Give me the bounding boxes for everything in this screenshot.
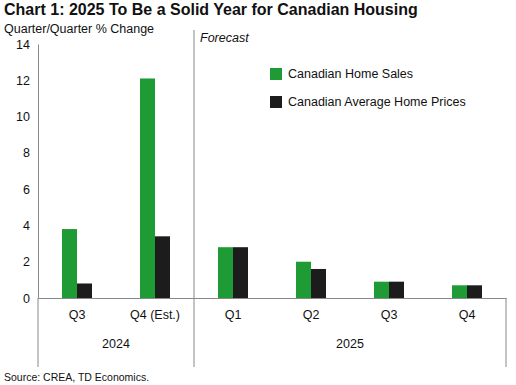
y-tick-label: 0 — [23, 292, 30, 306]
x-tick-label: Q4 (Est.) — [130, 308, 180, 322]
legend-item: Canadian Average Home Prices — [270, 95, 466, 109]
bar — [374, 282, 389, 298]
group-separator — [38, 298, 39, 367]
bar — [218, 247, 233, 298]
bar — [311, 269, 326, 298]
bar — [389, 282, 404, 298]
y-tick-label: 14 — [16, 38, 30, 52]
x-tick-label: Q4 — [459, 308, 476, 322]
y-tick-label: 10 — [16, 110, 30, 124]
bar — [467, 285, 482, 298]
legend-label: Canadian Home Sales — [288, 67, 413, 81]
group-separator — [506, 298, 507, 367]
x-tick-label: Q2 — [303, 308, 320, 322]
group-label: 2024 — [102, 337, 130, 351]
y-tick: 12 — [16, 74, 38, 88]
y-tick: 6 — [23, 183, 38, 197]
x-tick: Q4 — [459, 298, 476, 322]
bar — [452, 285, 467, 298]
y-tick: 14 — [16, 38, 38, 52]
y-tick: 4 — [23, 219, 38, 233]
bar — [77, 283, 92, 298]
x-axis: Q3 Q4 (Est.) Q1 Q2 Q3 Q4 — [39, 298, 507, 322]
y-tick: 10 — [16, 110, 38, 124]
y-axis-line — [38, 45, 39, 299]
x-tick-label: Q3 — [381, 308, 398, 322]
bar — [155, 236, 170, 298]
x-tick: Q3 — [381, 298, 398, 322]
group-label: 2025 — [336, 337, 364, 351]
y-tick-label: 2 — [23, 255, 30, 269]
title: Chart 1: 2025 To Be a Solid Year for Can… — [4, 1, 418, 18]
y-tick: 0 — [23, 292, 38, 306]
y-tick: 8 — [23, 146, 38, 160]
bar — [296, 262, 311, 298]
source: Source: CREA, TD Economics. — [4, 371, 149, 383]
bar — [62, 229, 77, 298]
annotation: Forecast — [200, 31, 249, 45]
x-tick-label: Q1 — [225, 308, 242, 322]
x-tick: Q3 — [69, 298, 86, 322]
y-axis: 0 2 4 6 8 10 12 14 — [16, 38, 38, 306]
x-tick: Q4 (Est.) — [130, 298, 180, 322]
legend-label: Canadian Average Home Prices — [288, 95, 466, 109]
y-tick-label: 4 — [23, 219, 30, 233]
y-tick: 2 — [23, 255, 38, 269]
x-tick-label: Q3 — [69, 308, 86, 322]
x-tick: Q2 — [303, 298, 320, 322]
y-tick-label: 6 — [23, 183, 30, 197]
bars — [62, 78, 482, 298]
group-separator — [194, 30, 195, 367]
legend-swatch — [270, 68, 282, 80]
bar — [233, 247, 248, 298]
legend: Canadian Home Sales Canadian Average Home… — [270, 67, 466, 109]
x-axis-line — [39, 298, 507, 299]
y-tick-label: 12 — [16, 74, 30, 88]
bar — [140, 78, 155, 298]
legend-swatch — [270, 96, 282, 108]
subtitle: Quarter/Quarter % Change — [4, 22, 154, 36]
legend-item: Canadian Home Sales — [270, 67, 413, 81]
x-tick: Q1 — [225, 298, 242, 322]
y-tick-label: 8 — [23, 146, 30, 160]
